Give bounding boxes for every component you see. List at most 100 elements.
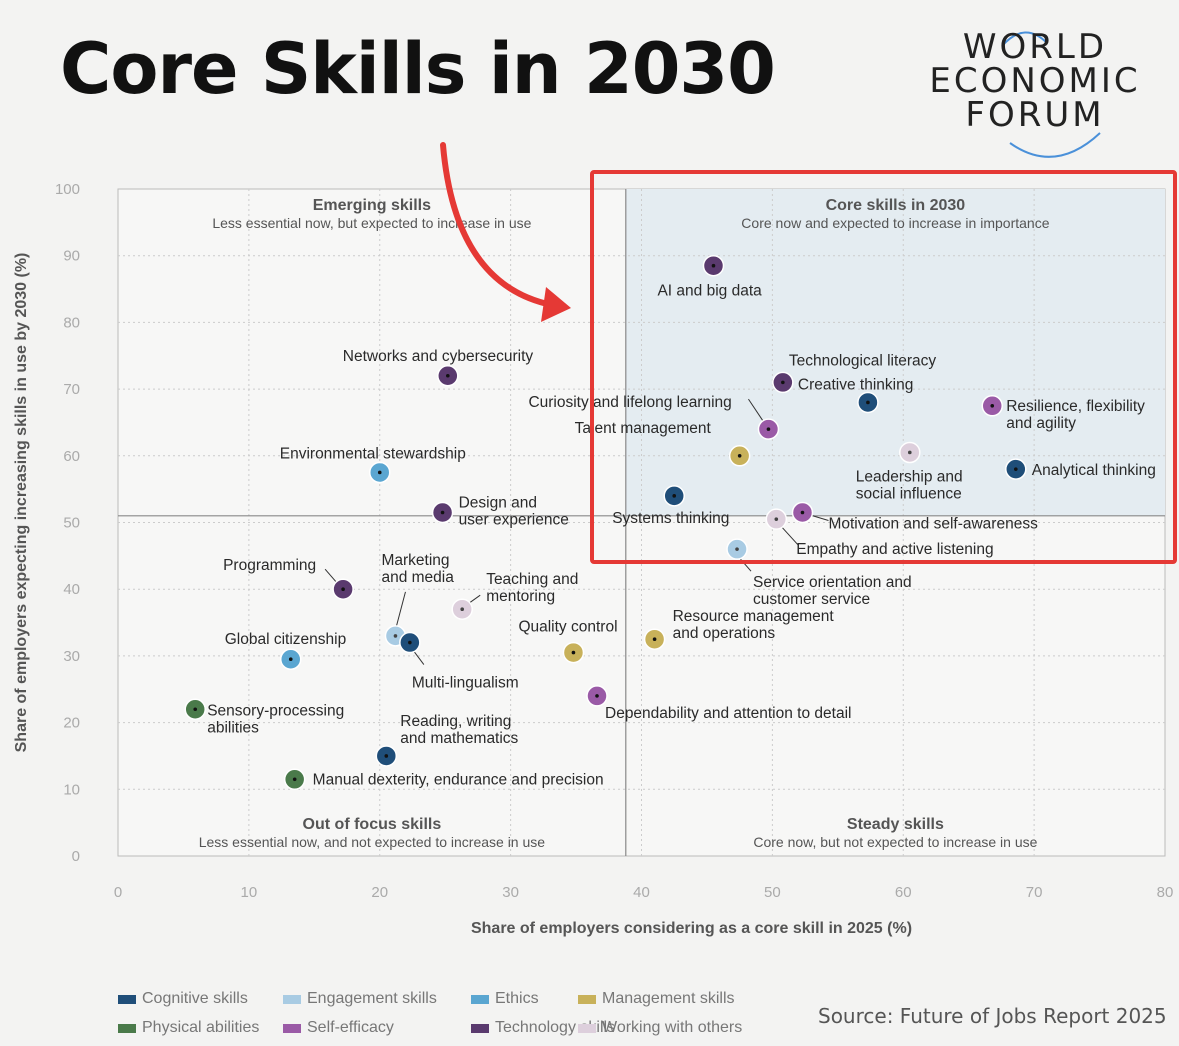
point-label: Manual dexterity, endurance and precisio… xyxy=(313,771,604,788)
point-center-dot xyxy=(377,470,382,475)
point-label: Systems thinking xyxy=(612,510,729,527)
point-center-dot xyxy=(735,547,739,551)
world-economic-forum-logo: WORLD ECONOMIC FORUM xyxy=(915,25,1155,165)
legend-swatch xyxy=(283,1023,301,1033)
x-tick-label: 0 xyxy=(114,884,122,901)
point-label: Resource management xyxy=(673,608,835,625)
core-quadrant-shade xyxy=(625,189,1165,516)
point-center-dot xyxy=(292,777,297,782)
point-center-dot xyxy=(737,454,742,458)
highlight-box xyxy=(590,170,1177,564)
point-label: and mathematics xyxy=(400,730,518,747)
data-point: Dependability and attention to detail xyxy=(586,685,851,722)
point-label: Sensory-processing xyxy=(207,702,344,719)
data-point: Environmental stewardship xyxy=(280,445,466,484)
legend-swatch xyxy=(578,1023,596,1033)
x-tick-label: 80 xyxy=(1157,884,1174,901)
legend-label: Ethics xyxy=(495,990,539,1007)
point-label: mentoring xyxy=(486,588,555,605)
point-center-dot xyxy=(384,754,389,758)
data-point: Curiosity and lifelong learning xyxy=(528,394,780,440)
point-center-dot xyxy=(571,650,576,655)
point-label: Curiosity and lifelong learning xyxy=(528,394,731,411)
point-label: Analytical thinking xyxy=(1032,462,1156,479)
point-center-dot xyxy=(460,607,465,612)
legend-swatch xyxy=(118,1023,136,1033)
point-label: Environmental stewardship xyxy=(280,445,466,462)
quadrant-subtitle: Core now and expected to increase in imp… xyxy=(741,215,1049,231)
logo-line-3: FORUM xyxy=(965,95,1105,135)
data-point: Quality control xyxy=(518,619,618,664)
point-center-dot xyxy=(990,403,995,408)
point-center-dot xyxy=(781,380,785,385)
logo-line-1: WORLD xyxy=(962,27,1108,67)
point-center-dot xyxy=(193,707,198,712)
point-label: and media xyxy=(381,569,454,586)
x-tick-label: 50 xyxy=(764,884,781,901)
point-label: Technological literacy xyxy=(789,352,937,369)
legend-label: Engagement skills xyxy=(307,990,437,1007)
point-label: Creative thinking xyxy=(798,376,913,393)
x-tick-label: 20 xyxy=(371,884,388,901)
point-label: Networks and cybersecurity xyxy=(343,348,534,365)
data-point: Empathy and active listening xyxy=(765,508,994,558)
point-label: Quality control xyxy=(518,619,617,636)
legend-label: Management skills xyxy=(602,990,735,1007)
legend-item: Cognitive skills xyxy=(118,990,248,1008)
point-center-dot xyxy=(766,427,771,431)
point-center-dot xyxy=(341,587,345,591)
y-tick-label: 80 xyxy=(63,314,80,331)
point-label: Design and xyxy=(459,494,537,511)
quadrant-subtitle: Less essential now, and not expected to … xyxy=(199,834,546,850)
data-point: AI and big data xyxy=(657,254,762,300)
data-point: Creative thinking xyxy=(798,376,913,414)
data-point: Analytical thinking xyxy=(1005,458,1156,480)
point-label: abilities xyxy=(207,719,259,736)
x-axis-label: Share of employers considering as a core… xyxy=(471,920,912,937)
point-label: Empathy and active listening xyxy=(796,541,993,558)
legend-item: Engagement skills xyxy=(283,990,437,1008)
data-point: Programming xyxy=(223,557,354,600)
logo-arc-icon xyxy=(1002,31,1101,158)
point-label: Teaching and xyxy=(486,571,578,588)
legend-swatch xyxy=(118,994,136,1004)
source-note: Source: Future of Jobs Report 2025 xyxy=(818,1004,1167,1028)
page-title: Core Skills in 2030 xyxy=(60,28,776,110)
data-point: Talent management xyxy=(575,420,751,467)
point-center-dot xyxy=(774,517,779,521)
data-point: Multi-lingualism xyxy=(399,631,519,692)
point-label: and operations xyxy=(673,625,776,642)
data-point: Global citizenship xyxy=(225,631,346,670)
y-tick-label: 70 xyxy=(63,381,80,398)
point-label: Resilience, flexibility xyxy=(1006,398,1145,415)
point-label: social influence xyxy=(856,485,962,502)
quadrant-title: Emerging skills xyxy=(313,197,431,214)
point-label: and agility xyxy=(1006,415,1076,432)
legend-swatch xyxy=(471,1023,489,1033)
y-tick-label: 10 xyxy=(63,781,80,798)
legend-item: Management skills xyxy=(578,990,735,1008)
legend-label: Physical abilities xyxy=(142,1019,260,1036)
point-label: Multi-lingualism xyxy=(412,675,519,692)
quadrant-subtitle: Less essential now, but expected to incr… xyxy=(212,215,531,231)
data-point: Technological literacy xyxy=(772,352,937,394)
point-label: AI and big data xyxy=(657,283,762,300)
point-label: Global citizenship xyxy=(225,631,346,648)
y-tick-label: 100 xyxy=(55,181,80,198)
point-center-dot xyxy=(595,694,599,698)
x-tick-label: 30 xyxy=(502,884,519,901)
legend-label: Cognitive skills xyxy=(142,990,248,1007)
y-tick-label: 30 xyxy=(63,648,80,665)
y-tick-label: 60 xyxy=(63,448,80,465)
legend-label: Working with others xyxy=(602,1019,743,1036)
data-point: Motivation and self-awareness xyxy=(791,501,1038,532)
point-center-dot xyxy=(800,510,805,515)
legend-label: Self-efficacy xyxy=(307,1019,394,1036)
point-center-dot xyxy=(288,657,293,662)
